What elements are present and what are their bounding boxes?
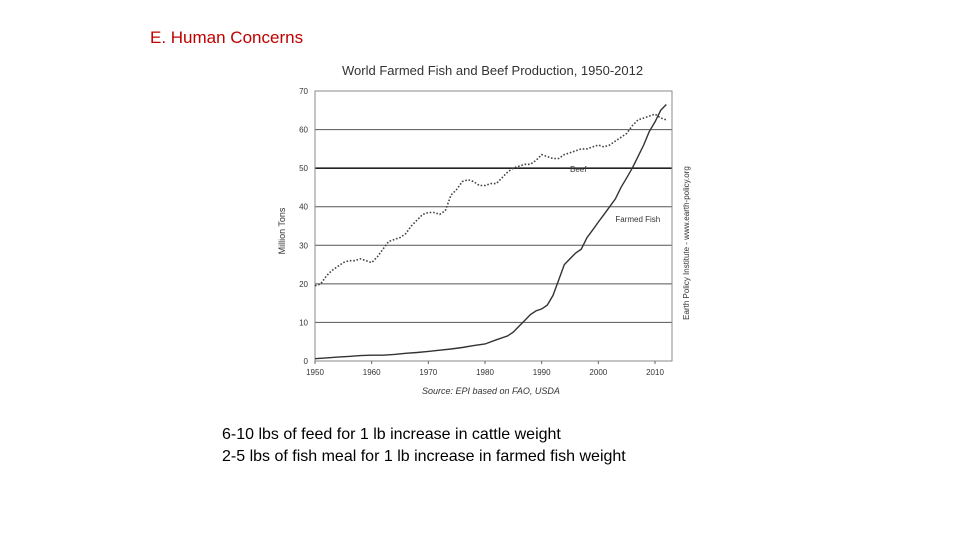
caption: 6-10 lbs of feed for 1 lb increase in ca… [222,424,626,468]
y-axis-label: Million Tons [277,207,287,254]
slide-title: E. Human Concerns [150,28,304,47]
axes: 0 10 20 30 40 50 60 70 1950 1960 1970 1980 1990 2000 2… [299,87,673,377]
y-tick-label-0: 0 [304,357,309,366]
y-tick-label-30: 30 [299,241,308,250]
series-line-farmed-fish [314,104,667,360]
caption-line-fish: 2-5 lbs of fish meal for 1 lb increase i… [222,448,626,465]
chart-container: World Farmed Fish and Beef Production, 1… [270,55,700,400]
y-tick-label-40: 40 [299,203,308,212]
caption-line-cattle: 6-10 lbs of feed for 1 lb increase in ca… [222,426,561,443]
x-tick-label-1950: 1950 [306,368,324,377]
series-line-beef [314,113,667,287]
side-credit: Earth Policy Institute - www.earth-polic… [682,166,691,320]
y-tick-label-60: 60 [299,126,308,135]
gridlines [315,129,672,323]
x-tick-label-1980: 1980 [476,368,494,377]
y-tick-label-20: 20 [299,280,308,289]
chart-title: World Farmed Fish and Beef Production, 1… [342,63,643,78]
series-lines [314,104,667,360]
x-tick-label-2010: 2010 [646,368,664,377]
x-tick-label-1970: 1970 [419,368,437,377]
source-note: Source: EPI based on FAO, USDA [422,386,560,396]
annotation-beef: Beef [570,165,587,174]
y-tick-label-50: 50 [299,164,308,173]
x-tick-label-2000: 2000 [589,368,607,377]
annotation-farmed-fish: Farmed Fish [615,215,660,224]
x-tick-label-1960: 1960 [363,368,381,377]
annotations: Beef Farmed Fish [570,165,660,224]
line-chart: World Farmed Fish and Beef Production, 1… [277,63,691,396]
y-tick-label-10: 10 [299,318,308,327]
y-tick-label-70: 70 [299,87,308,96]
plot-frame [314,90,673,362]
x-tick-label-1990: 1990 [533,368,551,377]
